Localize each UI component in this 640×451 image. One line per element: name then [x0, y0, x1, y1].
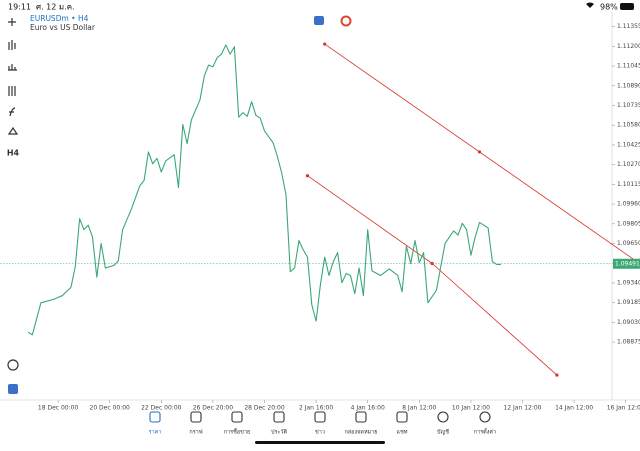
current-price-label: 1.09491 — [615, 260, 640, 267]
nav-icon[interactable] — [314, 411, 326, 423]
trade-icon[interactable] — [314, 16, 324, 25]
y-tick-label: 1.08875 — [617, 339, 640, 346]
x-tick-label: 20 Dec 00:00 — [90, 405, 131, 412]
y-tick-label: 1.09185 — [617, 299, 640, 306]
nav-icon[interactable] — [396, 411, 408, 423]
bottom-nav: ราคา กราฟ การซื้อขาย ประวัติ ข่าว กล่องจดหมาย… — [149, 411, 496, 444]
x-tick-label: 10 Jan 12:00 — [452, 405, 490, 412]
nav-label[interactable]: การซื้อขาย — [224, 428, 250, 436]
status-date: ศ. 12 ม.ค. — [36, 3, 75, 12]
symbol-description: Euro vs US Dollar — [30, 23, 96, 32]
one-click-icon[interactable] — [340, 15, 352, 27]
trendline-point — [477, 150, 482, 154]
nav-icon[interactable] — [231, 411, 243, 423]
y-tick-label: 1.09650 — [617, 240, 640, 247]
app-icon[interactable] — [8, 384, 18, 394]
y-tick-label: 1.11045 — [617, 63, 640, 70]
nav-label[interactable]: บัญชี — [437, 429, 449, 436]
y-tick-label: 1.10890 — [617, 82, 640, 89]
battery-icon — [620, 3, 634, 10]
trendline — [324, 43, 640, 265]
y-tick-label: 1.10270 — [617, 161, 640, 168]
nav-label[interactable]: ข่าว — [315, 430, 325, 436]
nav-icon[interactable] — [479, 411, 491, 423]
x-tick-label: 16 Jan 12:00 — [607, 405, 640, 412]
y-tick-label: 1.10580 — [617, 122, 640, 129]
y-tick-label: 1.09030 — [617, 319, 640, 326]
x-tick-label: 18 Dec 00:00 — [38, 405, 79, 412]
trendline — [431, 263, 558, 376]
x-tick-label: 22 Dec 00:00 — [141, 405, 182, 412]
compass-tool[interactable] — [7, 359, 19, 371]
chart: 1.11355 1.11200 1.11045 1.10890 1.10735 1.105… — [0, 12, 640, 412]
symbol-name: EURUSDm • H4 — [30, 14, 89, 23]
trendline-point — [323, 42, 327, 46]
x-tick-label: 14 Jan 12:00 — [555, 405, 593, 412]
nav-label[interactable]: การตั้งค่า — [474, 428, 496, 436]
x-tick-label: 2 Jan 16:00 — [299, 405, 333, 412]
nav-label[interactable]: ประวัติ — [271, 429, 287, 436]
nav-icon[interactable] — [437, 411, 449, 423]
wifi-icon — [586, 2, 594, 8]
nav-label[interactable]: แชท — [397, 429, 408, 436]
y-tick-label: 1.10425 — [617, 141, 640, 148]
status-battery: 98% — [600, 3, 618, 12]
nav-label[interactable]: กราฟ — [189, 429, 202, 436]
x-tick-label: 28 Dec 20:00 — [244, 405, 285, 412]
nav-icon[interactable] — [190, 411, 202, 423]
x-tick-label: 8 Jan 12:00 — [402, 405, 436, 412]
home-indicator — [255, 441, 385, 444]
y-tick-label: 1.10115 — [617, 181, 640, 188]
left-toolbar — [7, 18, 19, 371]
y-tick-label: 1.09805 — [617, 220, 640, 227]
nav-icon[interactable] — [273, 411, 285, 423]
volume-tool[interactable] — [8, 64, 17, 71]
y-tick-label: 1.10735 — [617, 102, 640, 109]
x-tick-label: 12 Jan 12:00 — [504, 405, 542, 412]
function-tool[interactable] — [9, 107, 16, 117]
status-time: 19:11 — [8, 3, 31, 12]
indicator-tool[interactable] — [8, 40, 16, 50]
nav-icon[interactable] — [149, 411, 161, 423]
nav-label[interactable]: กล่องจดหมาย — [344, 430, 377, 436]
nav-icon[interactable] — [355, 411, 367, 423]
nav-label[interactable]: ราคา — [149, 430, 162, 436]
x-tick-label: 26 Dec 20:00 — [193, 405, 234, 412]
timeframe-button[interactable]: H4 — [7, 149, 20, 158]
y-tick-label: 1.11200 — [617, 43, 640, 50]
current-price-box — [613, 258, 640, 269]
y-tick-label: 1.09340 — [617, 279, 640, 286]
y-tick-label: 1.11355 — [617, 23, 640, 30]
price-line — [27, 44, 501, 336]
object-tool[interactable] — [7, 126, 19, 135]
trendline-point — [555, 373, 559, 377]
trendline-point — [305, 174, 310, 178]
trendline — [307, 175, 433, 264]
crosshair-tool[interactable] — [8, 18, 16, 26]
x-tick-label: 4 Jan 16:00 — [351, 405, 385, 412]
settings-tool[interactable] — [8, 86, 16, 96]
y-tick-label: 1.09960 — [617, 201, 640, 208]
